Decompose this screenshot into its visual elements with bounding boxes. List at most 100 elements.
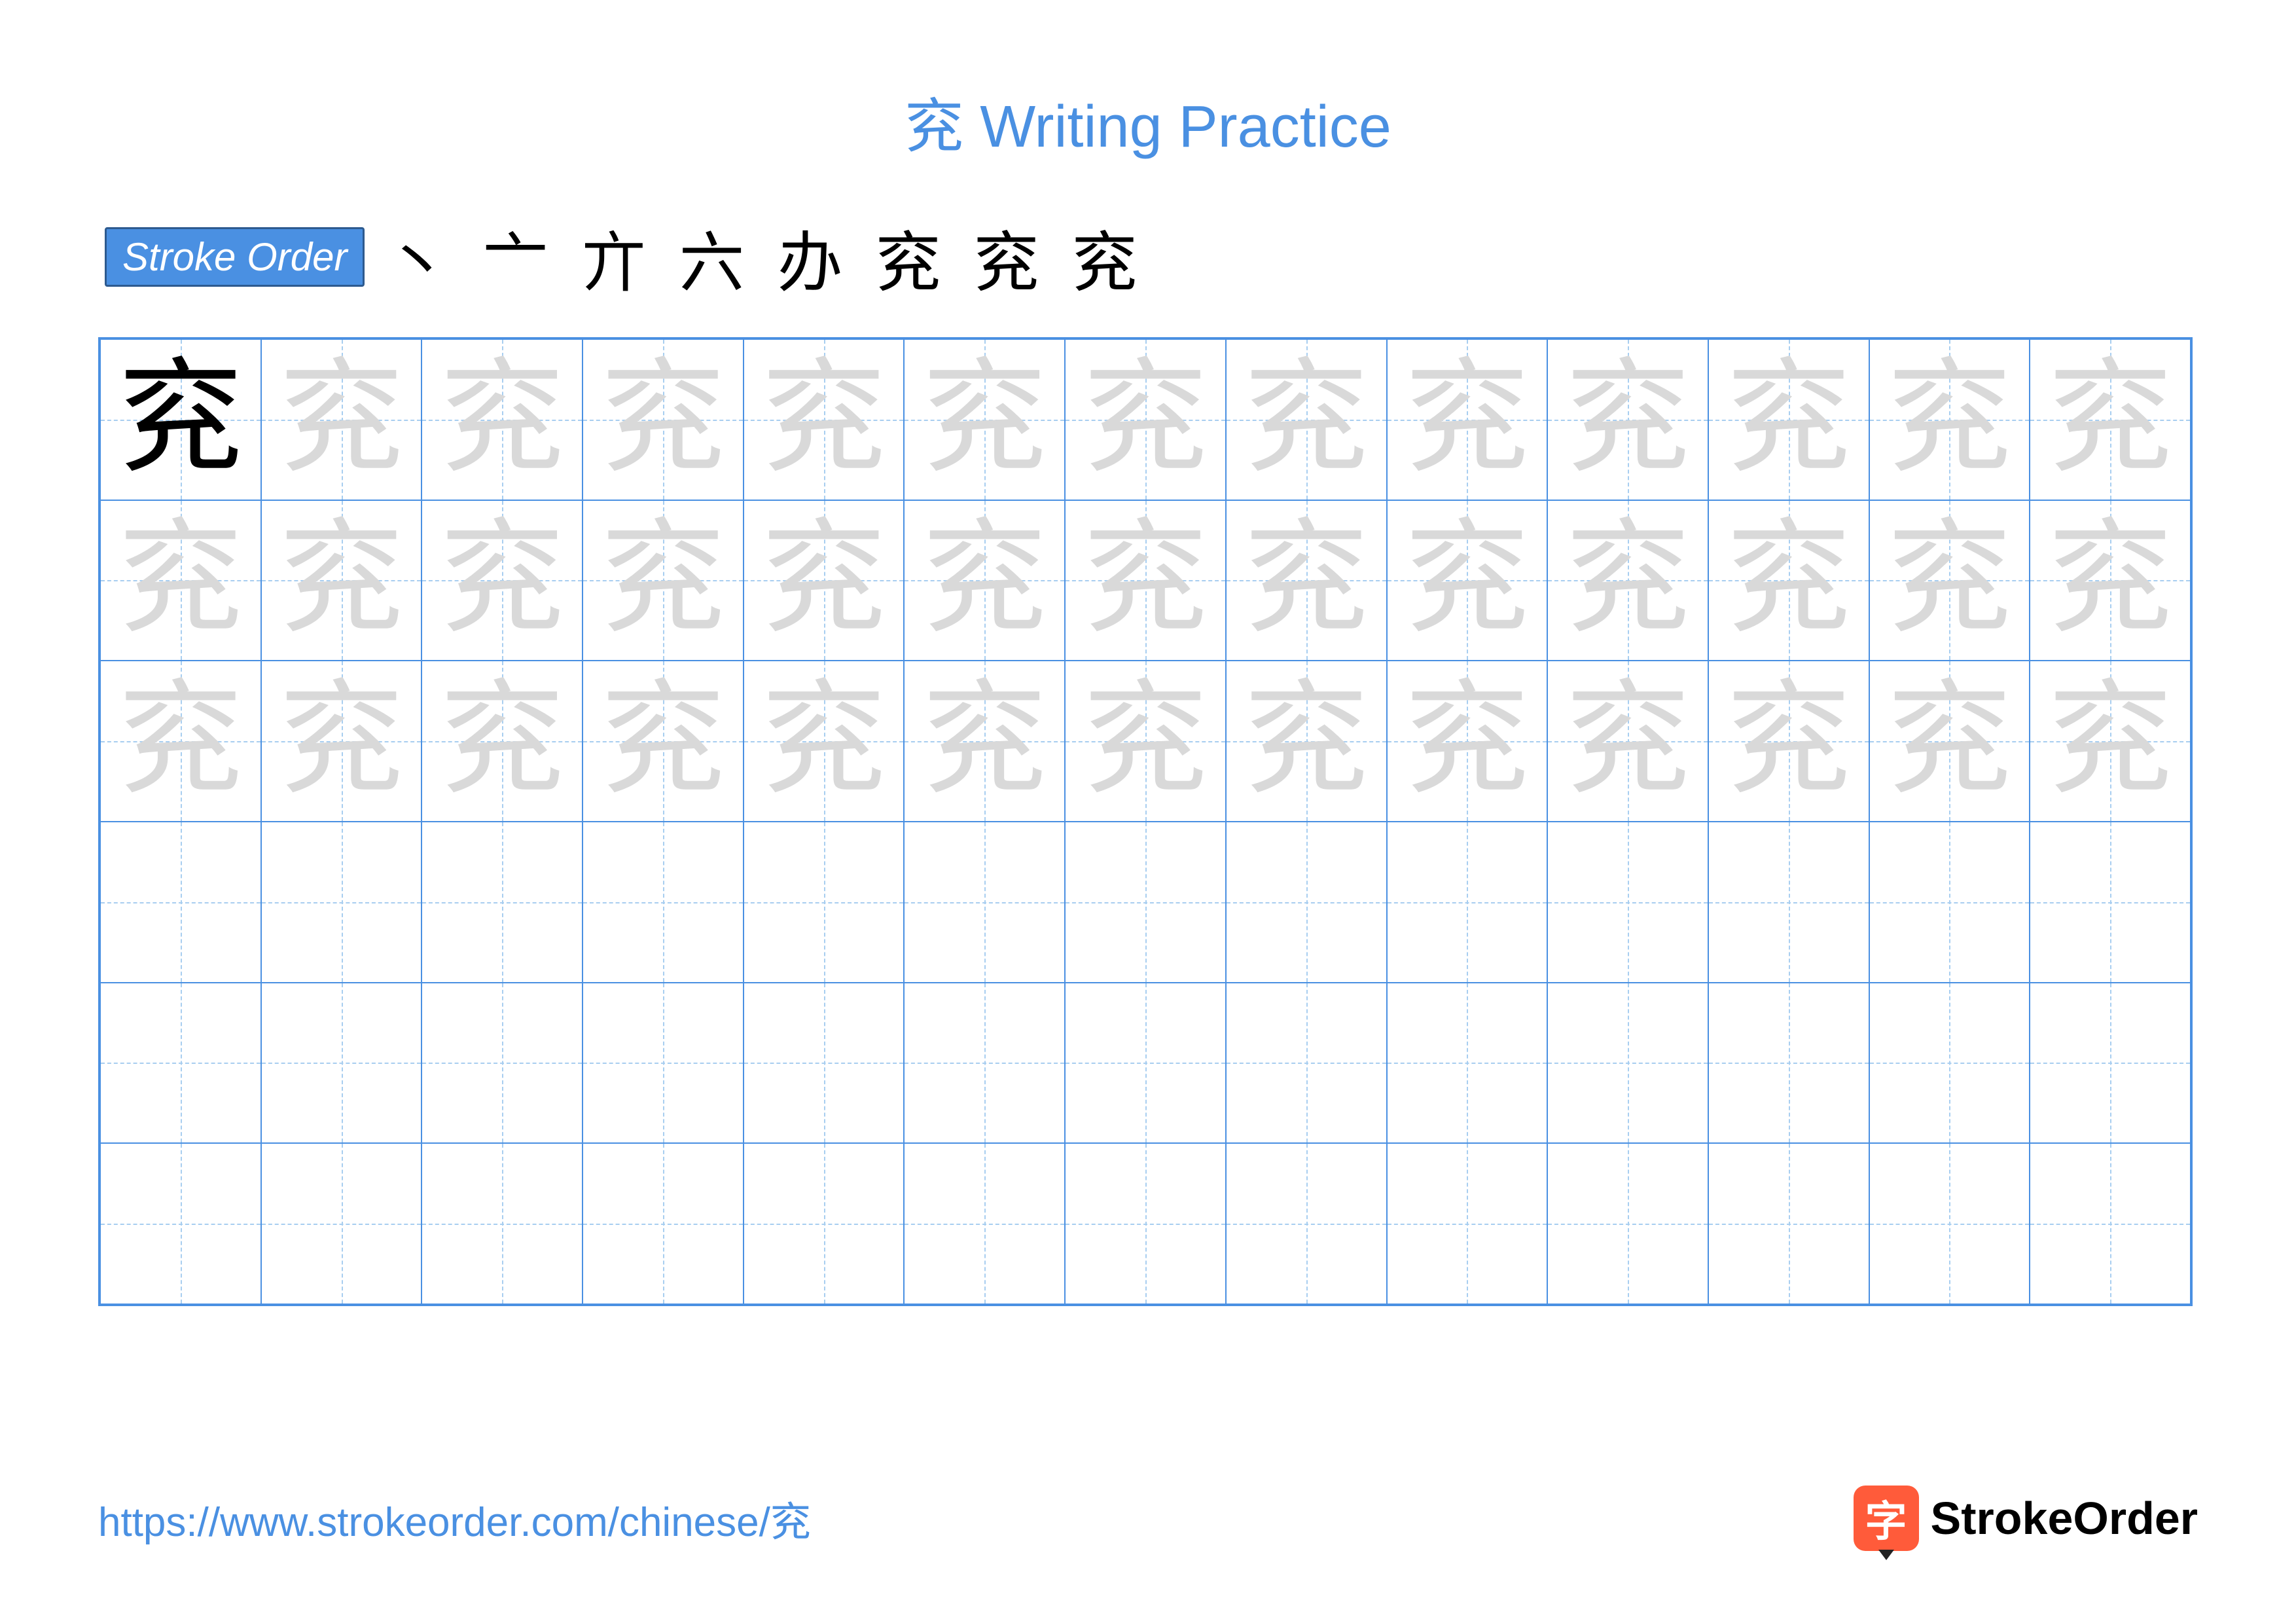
trace-character: 兖 xyxy=(1405,679,1529,803)
grid-cell xyxy=(744,983,905,1144)
grid-cell: 兖 xyxy=(904,500,1065,661)
logo: 字 StrokeOrder xyxy=(1854,1486,2198,1551)
stroke-order-label: Stroke Order xyxy=(105,227,365,287)
grid-cell xyxy=(904,822,1065,983)
trace-character: 兖 xyxy=(1405,518,1529,642)
grid-cell: 兖 xyxy=(1065,339,1226,500)
practice-grid: 兖兖兖兖兖兖兖兖兖兖兖兖兖兖兖兖兖兖兖兖兖兖兖兖兖兖兖兖兖兖兖兖兖兖兖兖兖兖兖 xyxy=(98,337,2193,1306)
grid-cell xyxy=(1226,983,1387,1144)
trace-character: 兖 xyxy=(1727,679,1851,803)
grid-cell xyxy=(1708,822,1869,983)
stroke-step-6: 兖 xyxy=(875,210,941,304)
logo-text: StrokeOrder xyxy=(1931,1492,2198,1544)
trace-character: 兖 xyxy=(922,679,1047,803)
grid-cell xyxy=(1869,1143,2030,1304)
grid-cell xyxy=(1547,1143,1708,1304)
trace-character: 兖 xyxy=(1727,357,1851,482)
grid-cell: 兖 xyxy=(1387,661,1548,822)
trace-character: 兖 xyxy=(118,679,243,803)
trace-character: 兖 xyxy=(2048,518,2172,642)
grid-cell: 兖 xyxy=(744,339,905,500)
trace-character: 兖 xyxy=(279,357,404,482)
grid-cell xyxy=(422,1143,583,1304)
grid-cell: 兖 xyxy=(1708,339,1869,500)
trace-character: 兖 xyxy=(1244,357,1369,482)
trace-character: 兖 xyxy=(279,679,404,803)
grid-cell xyxy=(1226,1143,1387,1304)
grid-cell xyxy=(422,983,583,1144)
grid-cell xyxy=(1387,822,1548,983)
grid-cell xyxy=(1226,822,1387,983)
grid-cell xyxy=(261,1143,422,1304)
grid-cell: 兖 xyxy=(1708,500,1869,661)
grid-cell: 兖 xyxy=(100,500,261,661)
trace-character: 兖 xyxy=(762,518,886,642)
trace-character: 兖 xyxy=(440,679,564,803)
grid-cell xyxy=(1547,983,1708,1144)
grid-cell xyxy=(1065,1143,1226,1304)
grid-cell: 兖 xyxy=(904,339,1065,500)
trace-character: 兖 xyxy=(279,518,404,642)
grid-cell: 兖 xyxy=(1708,661,1869,822)
grid-cell: 兖 xyxy=(1226,661,1387,822)
grid-cell: 兖 xyxy=(261,500,422,661)
trace-character: 兖 xyxy=(601,518,725,642)
grid-cell: 兖 xyxy=(1387,339,1548,500)
grid-cell: 兖 xyxy=(261,339,422,500)
main-character: 兖 xyxy=(118,357,243,482)
grid-cell xyxy=(2030,1143,2191,1304)
grid-cell: 兖 xyxy=(422,661,583,822)
grid-cell xyxy=(422,822,583,983)
grid-cell: 兖 xyxy=(2030,661,2191,822)
grid-cell xyxy=(2030,983,2191,1144)
stroke-step-2: 亠 xyxy=(482,210,548,304)
grid-cell xyxy=(1869,822,2030,983)
grid-cell: 兖 xyxy=(583,339,744,500)
stroke-steps: 丶亠亣六办兖兖兖 xyxy=(384,210,1137,304)
trace-character: 兖 xyxy=(2048,357,2172,482)
trace-character: 兖 xyxy=(1083,679,1208,803)
trace-character: 兖 xyxy=(762,357,886,482)
grid-cell: 兖 xyxy=(583,661,744,822)
trace-character: 兖 xyxy=(1727,518,1851,642)
trace-character: 兖 xyxy=(1244,518,1369,642)
grid-cell: 兖 xyxy=(2030,500,2191,661)
grid-cell: 兖 xyxy=(1869,500,2030,661)
grid-cell: 兖 xyxy=(1547,661,1708,822)
stroke-step-8: 兖 xyxy=(1071,210,1137,304)
grid-cell xyxy=(904,1143,1065,1304)
grid-cell xyxy=(261,983,422,1144)
source-url[interactable]: https://www.strokeorder.com/chinese/兖 xyxy=(98,1489,811,1548)
grid-cell: 兖 xyxy=(744,661,905,822)
grid-cell: 兖 xyxy=(1387,500,1548,661)
trace-character: 兖 xyxy=(1566,679,1690,803)
trace-character: 兖 xyxy=(1887,679,2011,803)
grid-cell: 兖 xyxy=(904,661,1065,822)
grid-cell xyxy=(100,983,261,1144)
trace-character: 兖 xyxy=(1083,357,1208,482)
trace-character: 兖 xyxy=(440,518,564,642)
grid-cell: 兖 xyxy=(1226,500,1387,661)
grid-cell: 兖 xyxy=(1065,500,1226,661)
grid-cell: 兖 xyxy=(1547,339,1708,500)
grid-cell: 兖 xyxy=(422,500,583,661)
trace-character: 兖 xyxy=(1887,357,2011,482)
grid-cell xyxy=(100,1143,261,1304)
grid-cell xyxy=(1708,983,1869,1144)
trace-character: 兖 xyxy=(2048,679,2172,803)
grid-cell: 兖 xyxy=(100,661,261,822)
grid-cell: 兖 xyxy=(744,500,905,661)
trace-character: 兖 xyxy=(601,679,725,803)
grid-cell: 兖 xyxy=(2030,339,2191,500)
grid-cell xyxy=(1387,1143,1548,1304)
page-title: 兖 Writing Practice xyxy=(98,79,2198,164)
trace-character: 兖 xyxy=(601,357,725,482)
stroke-step-7: 兖 xyxy=(973,210,1039,304)
trace-character: 兖 xyxy=(1566,357,1690,482)
trace-character: 兖 xyxy=(762,679,886,803)
grid-cell xyxy=(744,822,905,983)
grid-cell xyxy=(1065,983,1226,1144)
grid-cell xyxy=(583,822,744,983)
grid-cell: 兖 xyxy=(1869,661,2030,822)
grid-cell xyxy=(261,822,422,983)
